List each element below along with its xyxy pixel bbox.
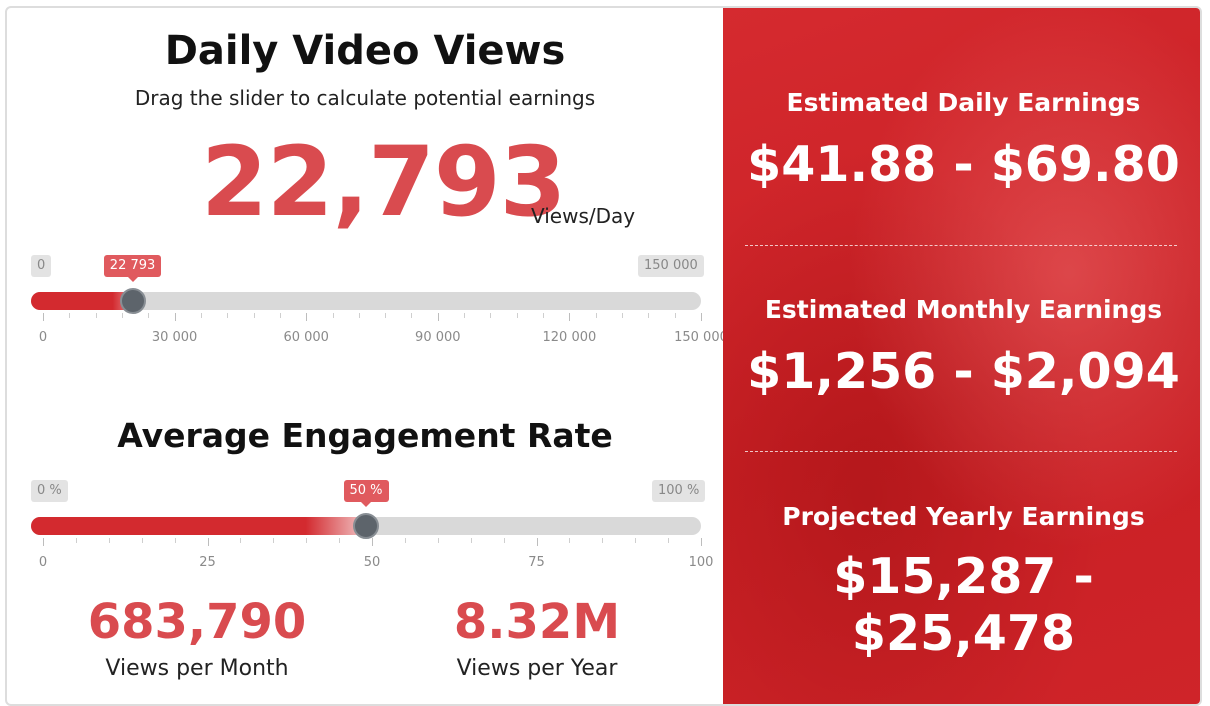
engagement-tick-label: 75 [528, 555, 545, 570]
earnings-panel: Estimated Daily Earnings $41.88 - $69.80… [723, 8, 1200, 704]
scale-tick [536, 538, 538, 546]
views-tick-label: 120 000 [542, 330, 597, 345]
scale-tick [503, 538, 505, 543]
scale-tick [543, 313, 545, 318]
scale-tick [174, 313, 176, 321]
scale-tick [306, 538, 308, 543]
views-min-label: 0 [31, 255, 52, 277]
yearly-earnings-value: $15,287 - $25,478 [833, 548, 1094, 662]
scale-tick [174, 538, 176, 543]
scale-tick [240, 538, 242, 543]
views-slider-scale: 0 30 000 60 000 90 000 120 000 150 000 [31, 313, 728, 345]
scale-tick [437, 313, 439, 321]
engagement-tick-label: 0 [38, 555, 48, 570]
scale-tick [701, 538, 702, 546]
scale-tick [622, 313, 624, 318]
daily-earnings-title: Estimated Daily Earnings [786, 88, 1141, 117]
scale-tick [306, 313, 308, 321]
scale-tick [108, 538, 110, 543]
scale-tick [200, 313, 202, 318]
yearly-earnings-title: Projected Yearly Earnings [782, 502, 1145, 531]
scale-tick [43, 313, 44, 321]
scale-tick [595, 313, 597, 318]
scale-tick [404, 538, 406, 543]
views-subtitle: Drag the slider to calculate potential e… [134, 86, 596, 110]
engagement-tick-label: 100 [688, 555, 714, 570]
views-current-label: 22 793 [103, 255, 162, 282]
scale-tick [437, 538, 439, 543]
scale-tick [339, 538, 341, 543]
scale-tick [385, 313, 387, 318]
scale-tick [148, 313, 150, 318]
views-slider-handle[interactable] [119, 288, 146, 314]
engagement-slider-scale: 0 25 50 75 100 [31, 538, 713, 570]
scale-tick [95, 313, 97, 318]
scale-tick [121, 313, 123, 318]
scale-tick [358, 313, 360, 318]
views-slider-track[interactable] [31, 292, 701, 310]
daily-earnings-value: $41.88 - $69.80 [747, 136, 1180, 193]
engagement-tick-label: 25 [199, 555, 216, 570]
engagement-min-label: 0 % [31, 480, 68, 502]
scale-tick [273, 538, 275, 543]
engagement-tick-label: 50 [363, 555, 381, 570]
views-max-label: 150 000 [638, 255, 704, 277]
views-per-month-value: 683,790 [87, 594, 307, 650]
scale-tick [470, 538, 472, 543]
views-tick-label: 150 000 [674, 330, 728, 345]
earnings-divider [745, 451, 1177, 452]
daily-views-value: 22,793 [201, 126, 566, 238]
engagement-title: Average Engagement Rate [117, 416, 613, 455]
scale-tick [569, 538, 571, 543]
scale-tick [75, 538, 77, 543]
scale-tick [227, 313, 229, 318]
daily-views-unit: Views/Day [531, 204, 636, 228]
scale-tick [648, 313, 650, 318]
monthly-earnings-value: $1,256 - $2,094 [747, 343, 1180, 400]
scale-tick [411, 313, 413, 318]
engagement-current-label: 50 % [343, 480, 389, 507]
scale-tick [490, 313, 492, 318]
scale-tick [701, 313, 702, 321]
views-tick-label: 30 000 [151, 330, 198, 345]
scale-tick [141, 538, 143, 543]
scale-tick [569, 313, 571, 321]
scale-tick [668, 538, 670, 543]
views-per-year-value: 8.32M [453, 594, 621, 650]
views-per-year-label: Views per Year [456, 656, 618, 681]
monthly-earnings-title: Estimated Monthly Earnings [764, 295, 1163, 324]
views-tick-label: 60 000 [283, 330, 329, 345]
engagement-slider-handle[interactable] [353, 513, 379, 539]
inputs-panel: Daily Video Views Drag the slider to cal… [7, 8, 728, 704]
views-title: Daily Video Views [164, 28, 566, 74]
scale-tick [464, 313, 466, 318]
calculator-card: Daily Video Views Drag the slider to cal… [5, 6, 1202, 706]
earnings-divider [745, 245, 1177, 246]
scale-tick [253, 313, 255, 318]
scale-tick [516, 313, 518, 318]
scale-tick [332, 313, 334, 318]
scale-tick [279, 313, 281, 318]
views-tick-label: 0 [38, 330, 48, 345]
views-per-month-label: Views per Month [105, 656, 289, 681]
scale-tick [207, 538, 209, 546]
scale-tick [635, 538, 637, 543]
scale-tick [674, 313, 676, 318]
scale-tick [602, 538, 604, 543]
scale-tick [372, 538, 373, 546]
engagement-max-label: 100 % [652, 480, 706, 502]
scale-tick [43, 538, 44, 546]
engagement-slider-fill [31, 517, 366, 535]
scale-tick [69, 313, 71, 318]
views-tick-label: 90 000 [415, 330, 461, 345]
views-slider-fill [31, 292, 133, 310]
